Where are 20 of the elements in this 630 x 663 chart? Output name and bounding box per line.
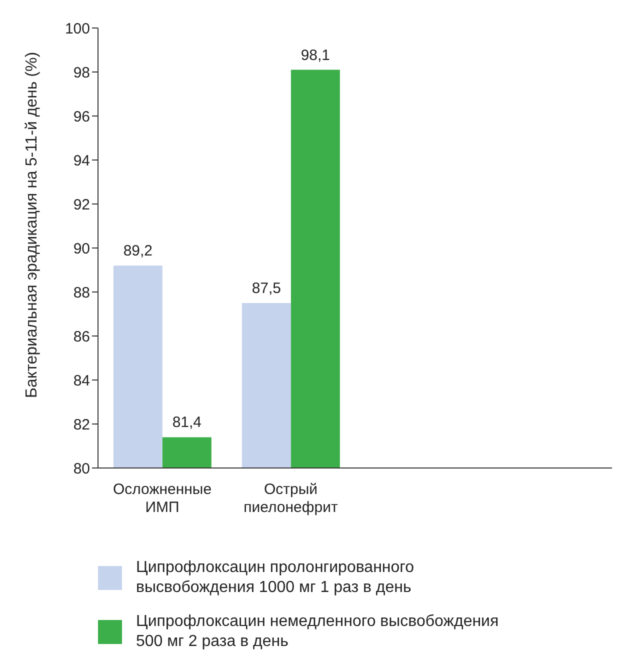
legend-label: Ципрофлоксацин пролонгированного высвобождения 1000 мг 1 раз в день — [136, 558, 416, 598]
y-tick-label: 88 — [73, 284, 90, 302]
y-tick-label: 94 — [73, 152, 90, 170]
data-label: 98,1 — [300, 46, 330, 64]
y-tick-label: 86 — [73, 328, 90, 346]
y-tick-label: 90 — [73, 240, 90, 258]
data-label: 89,2 — [123, 242, 153, 260]
y-tick-label: 92 — [73, 196, 90, 214]
data-label: 87,5 — [252, 280, 282, 297]
y-tick-label: 96 — [73, 108, 90, 126]
y-tick-label: 100 — [64, 20, 90, 38]
y-tick-label: 84 — [73, 372, 90, 390]
y-tick-label: 80 — [73, 460, 90, 478]
legend-label: Ципрофлоксацин немедленного высвобождения 500 мг 2 раза в день — [136, 612, 500, 652]
data-label: 81,4 — [172, 414, 202, 432]
x-tick-label: Осложненные ИМП — [112, 481, 212, 516]
y-tick-label: 82 — [73, 416, 90, 434]
y-axis-title: Бактериальная эрадикация на 5-11-й день (%) — [24, 52, 41, 398]
x-tick-label: Острый пиелонефрит — [244, 481, 338, 516]
y-tick-label: 98 — [73, 64, 90, 82]
